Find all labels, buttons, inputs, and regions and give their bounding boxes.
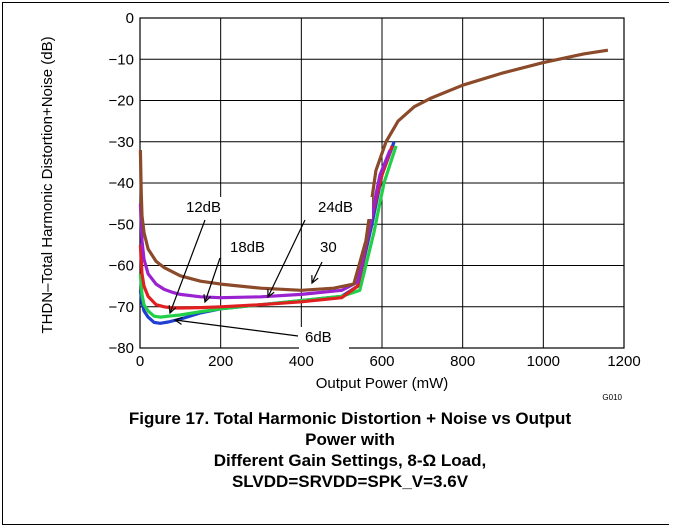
caption-line-3: Different Gain Settings, 8-Ω Load,	[213, 451, 487, 470]
y-tick-label: −20	[109, 93, 134, 110]
y-tick-label: −10	[109, 51, 134, 68]
annotation-label: 18dB	[230, 239, 265, 256]
series-line-12db	[138, 145, 398, 319]
y-tick-label: −70	[109, 299, 134, 316]
x-tick-label: 1200	[607, 353, 640, 370]
x-tick-label: 200	[208, 353, 233, 370]
series-line-24db	[138, 149, 392, 300]
y-tick-label: 0	[126, 10, 134, 27]
x-axis-label: Output Power (mW)	[316, 375, 449, 392]
annotation-backdrop	[224, 237, 284, 259]
figure-frame	[2, 2, 669, 525]
annotation-arrow	[169, 219, 206, 314]
figure-caption: Figure 17. Total Harmonic Distortion + N…	[60, 408, 640, 492]
annotation-backdrop	[314, 237, 350, 259]
x-tick-label: 0	[136, 353, 144, 370]
x-tick-label: 800	[450, 353, 475, 370]
annotation-arrow	[204, 257, 221, 303]
caption-line-1: Figure 17. Total Harmonic Distortion + N…	[128, 409, 572, 428]
annotation-backdrop	[180, 197, 240, 219]
annotation-arrow	[311, 261, 323, 284]
x-tick-label: 1000	[527, 353, 560, 370]
annotation-arrowhead	[311, 275, 319, 285]
annotation-arrowhead	[173, 316, 183, 325]
y-axis-label: THDN–Total Harmonic Distortion+Noise (dB…	[39, 36, 56, 333]
thdn-chart: 0 200 400 600 800 1000 1200 0 −10 −20 −30 −40 −50 −60…	[39, 10, 641, 402]
annotation-arrowhead	[168, 305, 177, 315]
y-tick-label: −60	[109, 258, 134, 275]
y-tick-label: −40	[109, 175, 134, 192]
y-tick-label: −50	[109, 216, 134, 233]
annotation-label: 6dB	[305, 329, 332, 346]
annotation-backdrop	[312, 197, 372, 219]
annotation-arrow	[174, 319, 299, 337]
annotation-arrow	[267, 219, 306, 298]
y-tick-label: −30	[109, 134, 134, 151]
annotation-label: 30	[320, 239, 337, 256]
x-tick-label: 600	[369, 353, 394, 370]
series-line-30	[138, 48, 609, 292]
caption-line-4: SLVDD=SRVDD=SPK_V=3.6V	[231, 472, 469, 491]
y-tick-label: −80	[109, 340, 134, 357]
annotation-arrowhead	[267, 289, 275, 299]
figure-code: G010	[602, 393, 622, 402]
annotation-label: 12dB	[186, 199, 221, 216]
caption-line-2: Power with	[305, 430, 395, 449]
x-tick-label: 400	[289, 353, 314, 370]
annotation-label: 24dB	[318, 199, 353, 216]
annotation-backdrop	[299, 327, 349, 349]
annotation-arrowhead	[203, 294, 211, 304]
